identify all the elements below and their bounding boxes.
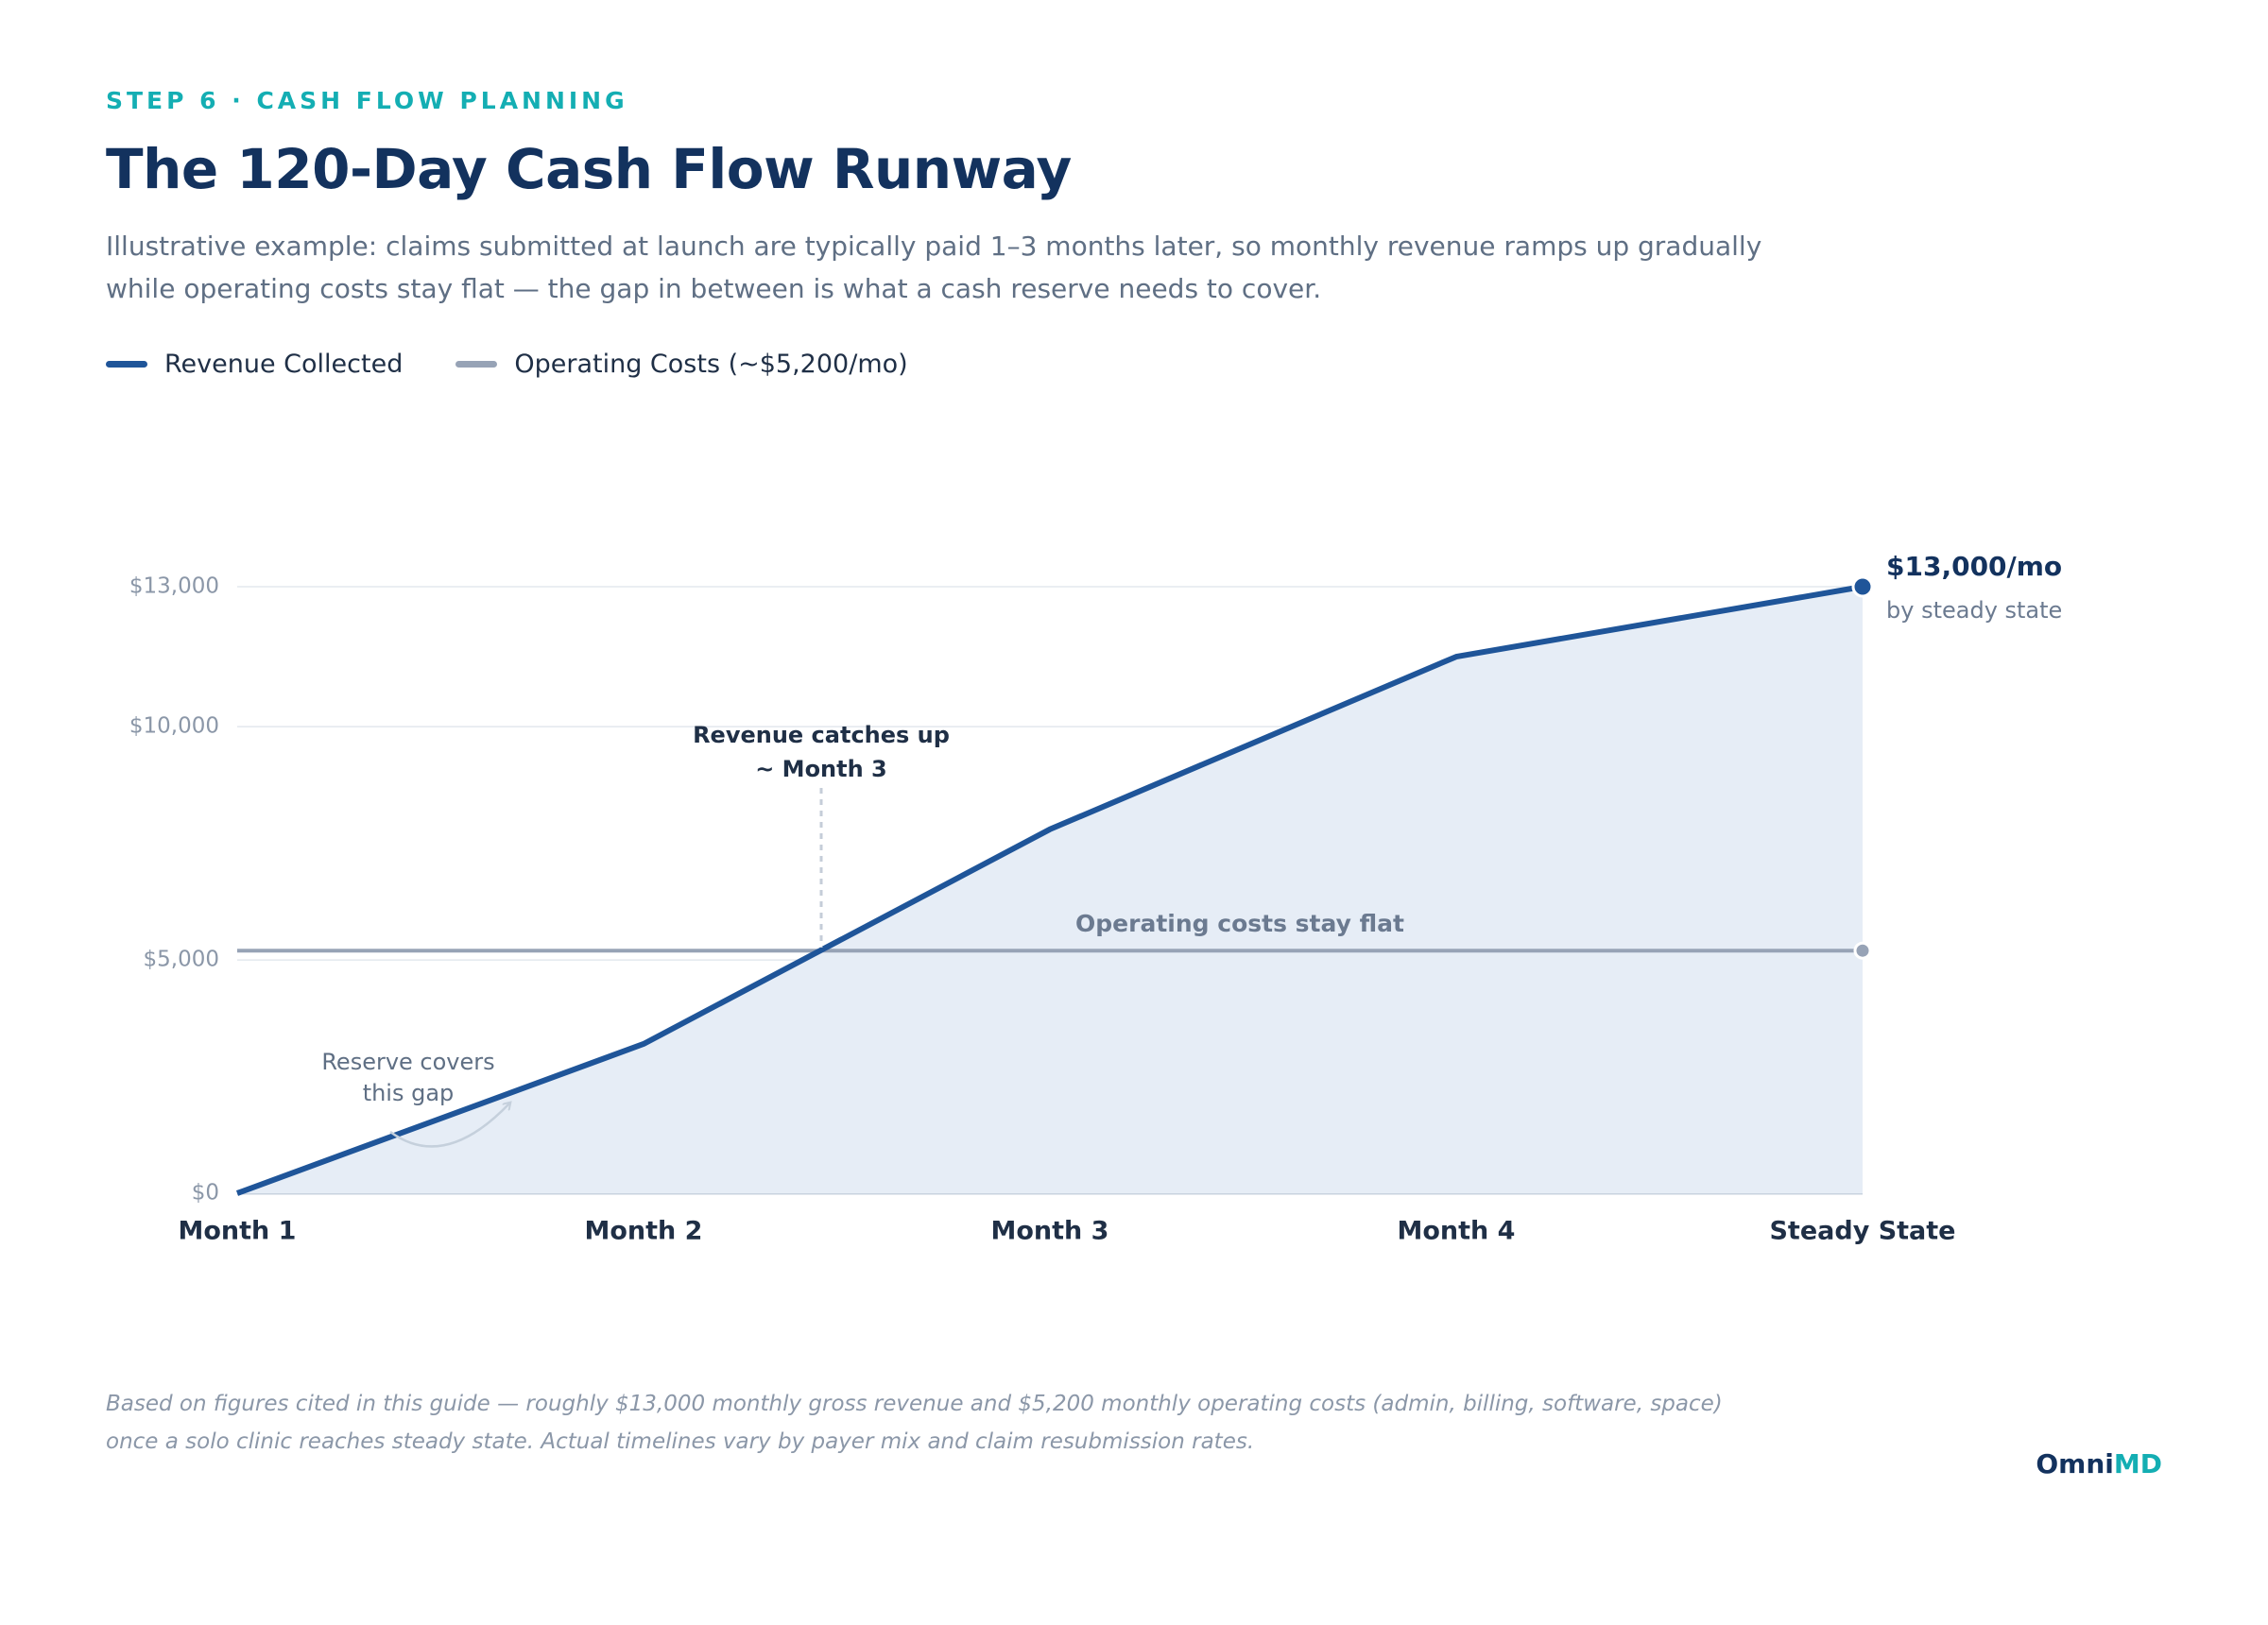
eyebrow: STEP 6 · CASH FLOW PLANNING (106, 87, 628, 114)
legend-label: Revenue Collected (164, 350, 404, 379)
value-label: $13,000/mo (1886, 551, 2062, 582)
legend-label: Operating Costs (~$5,200/mo) (514, 350, 908, 379)
end-dot (1851, 575, 1874, 598)
x-tick-label: Month 4 (1398, 1217, 1516, 1246)
y-tick-label: $5,000 (144, 948, 219, 972)
x-tick-label: Month 2 (585, 1217, 703, 1246)
annotation: by steady state (1886, 597, 2062, 624)
legend-swatch (455, 361, 498, 368)
annotation: ~ Month 3 (755, 756, 887, 782)
legend-item: Operating Costs (~$5,200/mo) (455, 350, 908, 379)
end-dot (1853, 941, 1872, 960)
brand-part: MD (2113, 1448, 2162, 1480)
y-tick-label: $10,000 (129, 714, 219, 739)
y-tick-label: $13,000 (129, 574, 219, 599)
annotation: Operating costs stay flat (1075, 910, 1404, 937)
y-tick-label: $0 (192, 1181, 219, 1206)
annotation-arrow (389, 1103, 509, 1148)
x-tick-label: Month 1 (179, 1217, 297, 1246)
revenue-line (235, 584, 1864, 1196)
x-tick-label: Month 3 (991, 1217, 1109, 1246)
revenue-area (237, 587, 1863, 1193)
legend-swatch (106, 361, 147, 368)
footnote: Based on figures cited in this guide — r… (106, 1392, 1723, 1454)
legend: Revenue Collected Operating Costs (~$5,2… (106, 350, 908, 379)
chart-title: The 120-Day Cash Flow Runway (106, 137, 1072, 201)
brand-part: Omni (2036, 1448, 2114, 1480)
annotation: Revenue catches up (693, 722, 950, 748)
brand: OmniMD (2036, 1448, 2162, 1480)
annotation: Reserve covers (321, 1049, 494, 1075)
chart-subtitle: Illustrative example: claims submitted a… (106, 231, 1762, 304)
legend-item: Revenue Collected (106, 350, 403, 379)
x-tick-label: Steady State (1769, 1217, 1955, 1246)
annotation: this gap (363, 1080, 455, 1106)
